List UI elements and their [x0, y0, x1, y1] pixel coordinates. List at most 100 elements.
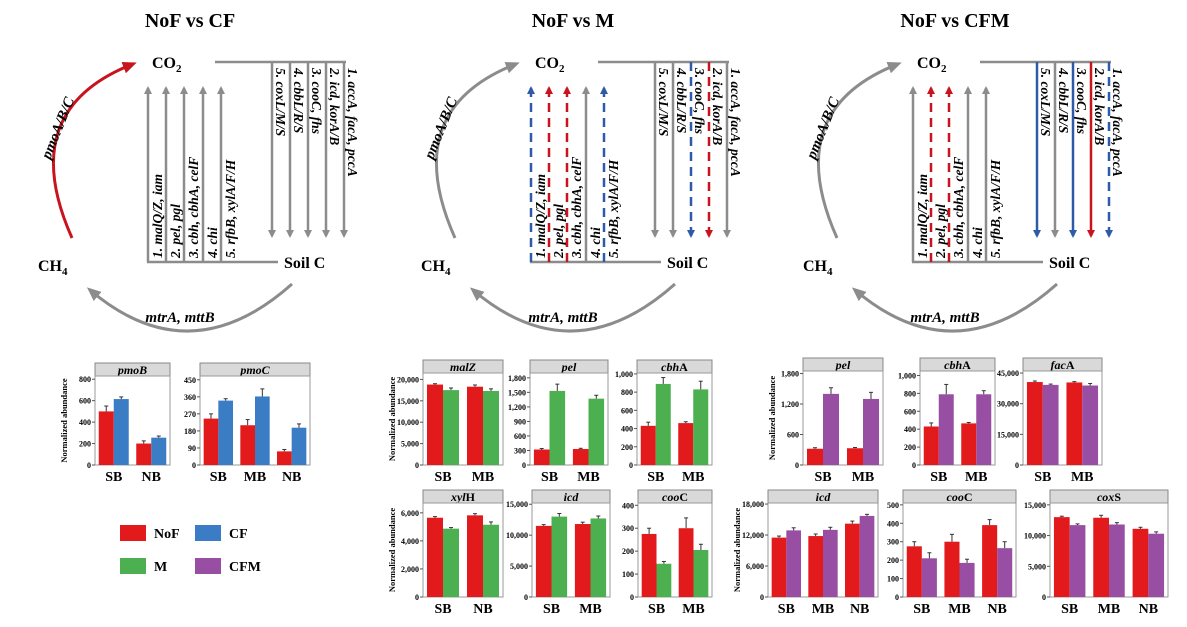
x-tick-label: NB: [987, 602, 1006, 617]
up-arrow-label: 1. malQ/Z, iam: [150, 174, 165, 258]
bar-chart: cooC 0 100 200 300 400 500 SB MB NB: [887, 489, 1017, 617]
soil-c-label: Soil C: [667, 255, 708, 272]
gene-name-italic: pel: [835, 358, 851, 372]
bar-cfm: [959, 562, 975, 597]
gene-name-italic: cbh: [661, 360, 679, 374]
up-arrow-label: 1. malQ/Z, iam: [915, 174, 930, 258]
bar-nof: [240, 425, 255, 465]
x-tick-label: MB: [1071, 470, 1094, 485]
y-tick-label: 90: [188, 444, 196, 453]
plot-area: [1022, 370, 1103, 466]
chart-title: malZ: [450, 360, 477, 374]
gene-name-italic: pmoC: [239, 363, 270, 377]
chart-title: pel: [835, 358, 851, 372]
bar-cfm: [863, 398, 879, 465]
chart-title: icd: [564, 490, 580, 504]
bar-nof: [277, 451, 292, 465]
y-tick-label: 800: [904, 389, 916, 398]
bar-nof: [808, 536, 823, 597]
y-tick-label: 300: [887, 538, 899, 547]
y-tick-label: 200: [621, 443, 633, 452]
y-tick-label: 200: [79, 440, 91, 449]
bar-nof: [467, 515, 483, 597]
pathway-diagram: NoF vs CF CO2 CH4 Soil C 1. accA, facA, pccA…: [38, 10, 360, 333]
y-tick-label: 0: [912, 461, 916, 470]
y-tick-label: 10,000: [506, 531, 528, 540]
y-axis-label: Normalized abundance: [387, 377, 397, 462]
y-tick-label: 1,200: [508, 403, 526, 412]
plot-area: [94, 375, 171, 466]
gene-name-italic: xyl: [450, 490, 466, 504]
bar-m: [656, 563, 672, 597]
x-tick-label: SB: [647, 470, 664, 485]
y-tick-label: 12,000: [742, 531, 764, 540]
bar-nof: [98, 411, 114, 465]
chart-title: coxS: [1097, 490, 1121, 504]
pmo-arc-label: pmoA/B/C: [803, 94, 843, 163]
bar-m: [588, 398, 605, 465]
down-arrow-label: 4. cbbL/R/S: [1056, 67, 1071, 133]
y-tick-label: 15,000: [397, 397, 419, 406]
y-axis-label: Normalized abundance: [387, 508, 397, 593]
y-tick-label: 0: [795, 461, 799, 470]
y-tick-label: 100: [887, 575, 899, 584]
chart-title: icd: [816, 490, 832, 504]
plot-area: [529, 372, 609, 466]
co2-label: CO2: [535, 55, 565, 75]
bar-nof: [427, 517, 443, 597]
y-tick-label: 400: [621, 425, 633, 434]
y-tick-label: 600: [904, 407, 916, 416]
up-arrow-label: 5. rfbB, xylA/F/H: [606, 159, 621, 258]
bar-m: [483, 524, 499, 597]
down-arrow-label: 5. coxL/M/S: [656, 68, 671, 136]
y-tick-label: 10,000: [1024, 532, 1046, 541]
plot-area: [422, 502, 504, 598]
mtr-arc-label: mtrA, mttB: [910, 310, 979, 326]
bar-cfm: [938, 394, 954, 465]
bar-nof: [427, 384, 443, 465]
bar-m: [443, 528, 459, 597]
x-tick-label: SB: [648, 602, 665, 617]
bar-nof: [982, 525, 998, 597]
plot-area: [422, 372, 504, 466]
bar-cfm: [1042, 384, 1059, 465]
gene-name-italic: malZ: [450, 360, 477, 374]
gene-name-italic: fac: [1051, 358, 1067, 372]
up-arrow-label: 3. cbh, cbhA, celF: [569, 157, 584, 259]
x-tick-label: MB: [1098, 602, 1121, 617]
bar-nof: [533, 449, 550, 465]
y-tick-label: 800: [621, 388, 633, 397]
x-tick-label: MB: [682, 602, 705, 617]
gene-name-suffix: A: [679, 360, 688, 374]
legend-swatch: [120, 558, 146, 574]
bar-nof: [807, 448, 823, 465]
gene-name-suffix: A: [962, 358, 971, 372]
legend-label: M: [154, 560, 167, 575]
y-tick-label: 200: [887, 556, 899, 565]
y-tick-label: 600: [621, 406, 633, 415]
up-arrow-label: 4. chi: [970, 227, 985, 259]
gene-name-italic: cbh: [944, 358, 962, 372]
down-arrow-label: 1. accA, facA, pccA: [345, 68, 360, 177]
y-tick-label: 15,000: [506, 500, 528, 509]
x-tick-label: SB: [1034, 470, 1051, 485]
bar-cfm: [921, 558, 937, 597]
bar-chart: pmoB 0 200 400 600 800 Normalized abundance SB N…: [59, 362, 171, 485]
y-tick-label: 0: [630, 593, 634, 602]
y-tick-label: 270: [184, 410, 196, 419]
legend-item: CF: [195, 525, 248, 542]
x-tick-label: NB: [850, 602, 869, 617]
plot-area: [919, 370, 996, 466]
subscript: 2: [559, 63, 565, 75]
y-tick-label: 1,000: [615, 370, 633, 379]
y-tick-label: 0: [760, 593, 764, 602]
y-tick-label: 100: [622, 570, 634, 579]
bar-m: [655, 383, 671, 465]
y-axis-label: Normalized abundance: [59, 378, 69, 463]
down-arrow-label: 1. accA, facA, pccA: [728, 68, 743, 177]
y-tick-label: 5,000: [401, 440, 419, 449]
chart-title: pmoB: [117, 363, 147, 377]
plot-area: [802, 370, 884, 466]
